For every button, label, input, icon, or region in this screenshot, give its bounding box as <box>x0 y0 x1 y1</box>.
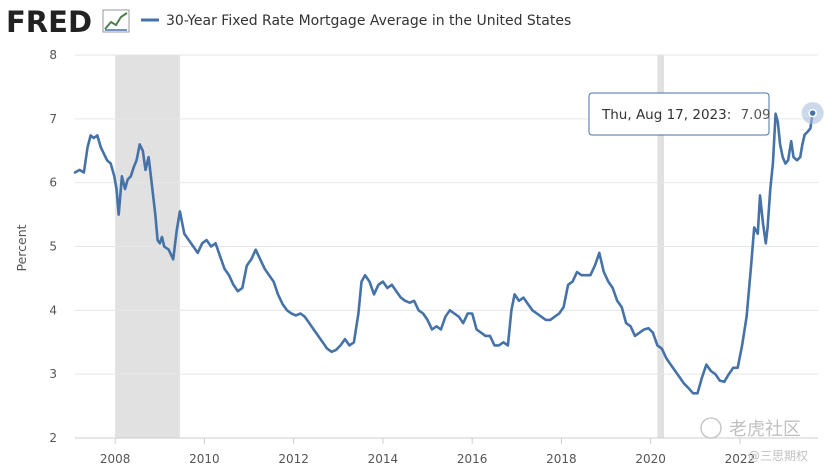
y-tick-label-7: 7 <box>49 112 57 126</box>
fred-logo-text: FRED <box>6 5 92 39</box>
highlight-point[interactable] <box>808 108 817 118</box>
y-tick-label-8: 8 <box>49 48 57 62</box>
x-axis-ticks: 2008 2010 2012 2014 2016 2018 2020 2022 <box>75 437 818 466</box>
y-axis-ticks: 2 3 4 5 6 7 8 <box>49 48 57 445</box>
tooltip-box <box>588 92 770 136</box>
x-tick-label-2008: 2008 <box>100 452 131 466</box>
x-tick-label-2010: 2010 <box>189 452 220 466</box>
watermark-brand: 老虎社区 <box>729 419 801 440</box>
svg-text:Thu, Aug 17, 2023: 7.09: Thu, Aug 17, 2023: 7.09 <box>601 107 771 123</box>
legend-label: 30-Year Fixed Rate Mortgage Average in t… <box>166 13 571 29</box>
x-tick-label-2016: 2016 <box>457 452 488 466</box>
x-tick-label-2022: 2022 <box>725 452 756 466</box>
y-tick-label-4: 4 <box>49 303 57 317</box>
y-tick-label-5: 5 <box>49 240 57 254</box>
watermark-logo-icon <box>700 417 722 439</box>
tooltip-value: 7.09 <box>741 107 771 123</box>
fred-logo-chart-icon <box>102 9 130 33</box>
watermark-handle: @三思期权 <box>748 449 808 463</box>
tooltip-date: Thu, Aug 17, 2023: <box>601 107 731 123</box>
x-tick-label-2012: 2012 <box>278 452 309 466</box>
fred-logo[interactable]: FRED <box>6 5 130 39</box>
highlight-marker[interactable] <box>801 102 824 125</box>
y-tick-label-3: 3 <box>49 367 57 381</box>
x-tick-label-2014: 2014 <box>368 452 399 466</box>
y-tick-label-6: 6 <box>49 176 57 190</box>
x-tick-label-2020: 2020 <box>635 452 666 466</box>
series-legend[interactable]: 30-Year Fixed Rate Mortgage Average in t… <box>141 13 571 29</box>
watermark: 老虎社区 @三思期权 <box>700 417 808 463</box>
y-axis-title: Percent <box>14 224 29 271</box>
y-tick-label-2: 2 <box>49 431 57 445</box>
x-tick-label-2018: 2018 <box>546 452 577 466</box>
series-line[interactable] <box>73 111 814 395</box>
tooltip: Thu, Aug 17, 2023: 7.09 <box>588 92 771 136</box>
